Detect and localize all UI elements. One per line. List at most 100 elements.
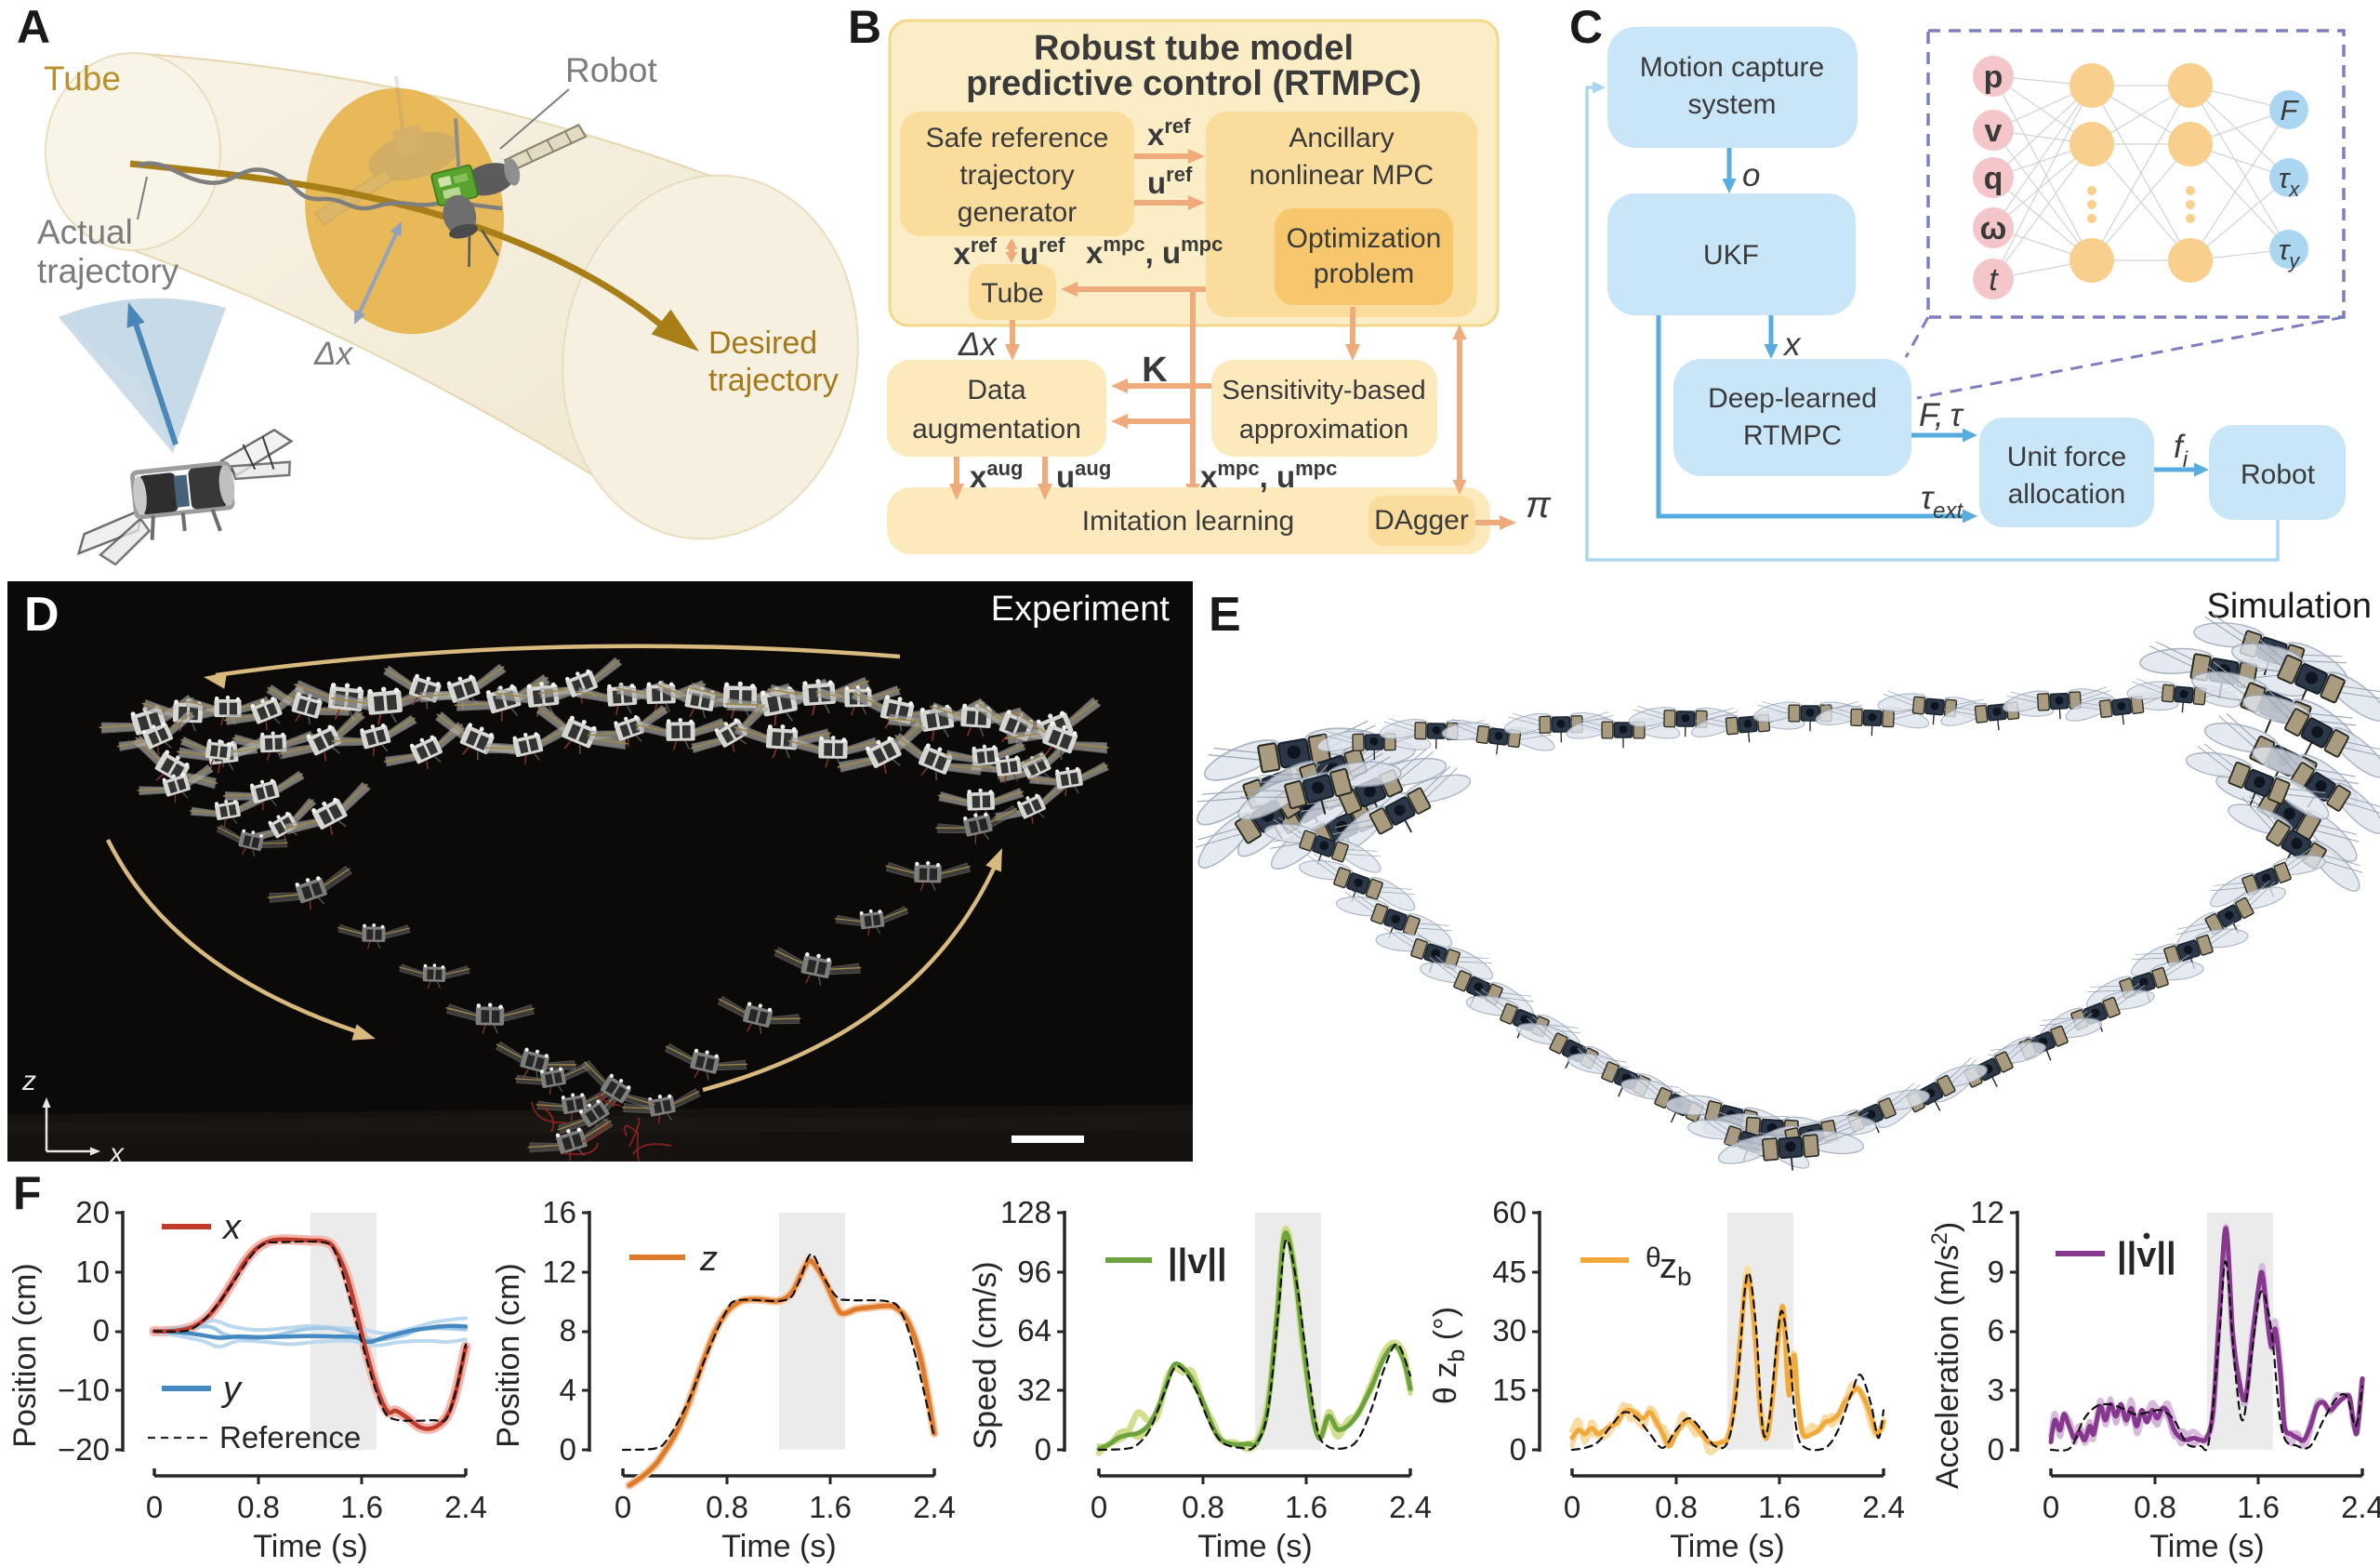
svg-text:A: A	[17, 1, 50, 53]
svg-text:0.8: 0.8	[1182, 1490, 1224, 1524]
svg-text:Speed (cm/s): Speed (cm/s)	[968, 1261, 1003, 1449]
svg-text:Reference: Reference	[219, 1420, 361, 1454]
svg-text:1.6: 1.6	[809, 1490, 852, 1524]
svg-text:K: K	[1142, 351, 1168, 390]
svg-text:1.6: 1.6	[1758, 1490, 1801, 1524]
svg-text:augmentation: augmentation	[912, 414, 1081, 445]
svg-text:DAgger: DAgger	[1374, 505, 1469, 536]
svg-text:0.8: 0.8	[706, 1490, 748, 1524]
svg-text:B: B	[848, 1, 881, 53]
svg-text:trajectory: trajectory	[37, 252, 179, 290]
svg-text:16: 16	[542, 1195, 576, 1229]
svg-text:Safe reference: Safe reference	[926, 123, 1109, 153]
svg-text:Ancillary: Ancillary	[1289, 123, 1394, 153]
svg-text:v: v	[1985, 113, 2003, 149]
svg-text:p: p	[1984, 60, 2003, 95]
svg-text:20: 20	[75, 1195, 110, 1229]
svg-text:F, τ: F, τ	[1919, 397, 1964, 433]
svg-text:Actual: Actual	[37, 213, 133, 251]
svg-text:0: 0	[146, 1490, 163, 1524]
svg-text:2.4: 2.4	[1389, 1490, 1432, 1524]
svg-text:UKF: UKF	[1703, 240, 1759, 271]
svg-text:Time (s): Time (s)	[2149, 1529, 2264, 1564]
svg-text:Tube: Tube	[44, 60, 121, 98]
svg-text:4: 4	[560, 1373, 576, 1407]
svg-text:6: 6	[1988, 1313, 2004, 1348]
svg-text:0: 0	[1091, 1490, 1107, 1524]
svg-text:1.6: 1.6	[2237, 1490, 2280, 1524]
svg-text:π: π	[1526, 485, 1552, 525]
svg-text:C: C	[1569, 1, 1603, 53]
svg-text:Optimization: Optimization	[1287, 223, 1442, 254]
svg-text:trajectory: trajectory	[959, 160, 1074, 191]
svg-text:y: y	[220, 1370, 243, 1409]
svg-text:0: 0	[1564, 1490, 1580, 1524]
svg-text:0.8: 0.8	[237, 1490, 280, 1524]
svg-text:Tube: Tube	[981, 278, 1043, 309]
svg-text:Motion capture: Motion capture	[1640, 52, 1824, 83]
svg-text:96: 96	[1017, 1255, 1051, 1289]
svg-text:64: 64	[1017, 1313, 1051, 1348]
svg-text:Position (cm): Position (cm)	[7, 1263, 43, 1447]
svg-text:12: 12	[542, 1255, 576, 1289]
svg-text:nonlinear MPC: nonlinear MPC	[1250, 160, 1434, 191]
svg-text:45: 45	[1492, 1255, 1527, 1289]
svg-text:0: 0	[615, 1490, 631, 1524]
svg-text:Δx: Δx	[313, 336, 353, 372]
svg-text:system: system	[1687, 89, 1776, 120]
svg-text:o: o	[1742, 157, 1760, 193]
svg-text:predictive control (RTMPC): predictive control (RTMPC)	[966, 64, 1421, 103]
svg-text:2.4: 2.4	[2341, 1490, 2380, 1524]
svg-text:1.6: 1.6	[1285, 1490, 1328, 1524]
svg-text:−20: −20	[58, 1432, 110, 1467]
svg-text:approximation: approximation	[1239, 415, 1408, 445]
svg-text:9: 9	[1988, 1255, 2004, 1289]
svg-text:generator: generator	[958, 197, 1077, 228]
svg-text:Time (s): Time (s)	[253, 1529, 367, 1564]
svg-text:0.8: 0.8	[2134, 1490, 2176, 1524]
svg-text:||v||: ||v||	[2117, 1236, 2176, 1275]
svg-text:1.6: 1.6	[340, 1490, 383, 1524]
svg-text:Acceleration (m/s2): Acceleration (m/s2)	[1927, 1222, 1965, 1489]
svg-text:Time (s): Time (s)	[721, 1529, 836, 1564]
svg-text:0: 0	[2043, 1490, 2059, 1524]
svg-text:ω: ω	[1980, 211, 2007, 246]
svg-text:Experiment: Experiment	[991, 590, 1170, 629]
svg-text:30: 30	[1492, 1313, 1527, 1348]
svg-text:2.4: 2.4	[444, 1490, 487, 1524]
svg-text:0: 0	[1510, 1432, 1527, 1467]
svg-text:Position (cm): Position (cm)	[491, 1263, 526, 1447]
svg-text:x: x	[221, 1208, 243, 1247]
svg-text:32: 32	[1017, 1373, 1051, 1407]
svg-text:Robot: Robot	[565, 51, 657, 89]
svg-text:x: x	[1782, 326, 1802, 363]
svg-text:E: E	[1209, 588, 1241, 642]
svg-text:15: 15	[1492, 1373, 1527, 1407]
svg-text:trajectory: trajectory	[708, 363, 839, 398]
svg-text:allocation: allocation	[2008, 479, 2126, 510]
svg-text:RTMPC: RTMPC	[1743, 420, 1842, 451]
svg-text:2.4: 2.4	[1862, 1490, 1905, 1524]
svg-text:Δx: Δx	[958, 326, 998, 363]
svg-text:0: 0	[1988, 1432, 2004, 1467]
svg-text:Data: Data	[967, 375, 1026, 405]
svg-text:10: 10	[75, 1255, 110, 1289]
svg-text:Robot: Robot	[2241, 459, 2316, 490]
svg-text:0: 0	[1035, 1432, 1051, 1467]
svg-text:F: F	[13, 1167, 42, 1219]
svg-text:12: 12	[1970, 1195, 2004, 1229]
svg-text:8: 8	[560, 1313, 576, 1348]
svg-text:t: t	[1989, 262, 1999, 298]
svg-text:q: q	[1984, 161, 2003, 196]
svg-text:0: 0	[560, 1432, 576, 1467]
svg-text:0: 0	[93, 1313, 110, 1348]
svg-text:||v||: ||v||	[1168, 1242, 1227, 1281]
svg-text:Time (s): Time (s)	[1670, 1529, 1784, 1564]
svg-text:Robust tube model: Robust tube model	[1034, 29, 1354, 68]
svg-text:0.8: 0.8	[1655, 1490, 1698, 1524]
svg-text:F: F	[2281, 94, 2300, 126]
svg-text:z: z	[699, 1240, 718, 1279]
svg-text:Time (s): Time (s)	[1197, 1529, 1312, 1564]
svg-text:x: x	[108, 1138, 125, 1169]
svg-text:60: 60	[1492, 1195, 1527, 1229]
